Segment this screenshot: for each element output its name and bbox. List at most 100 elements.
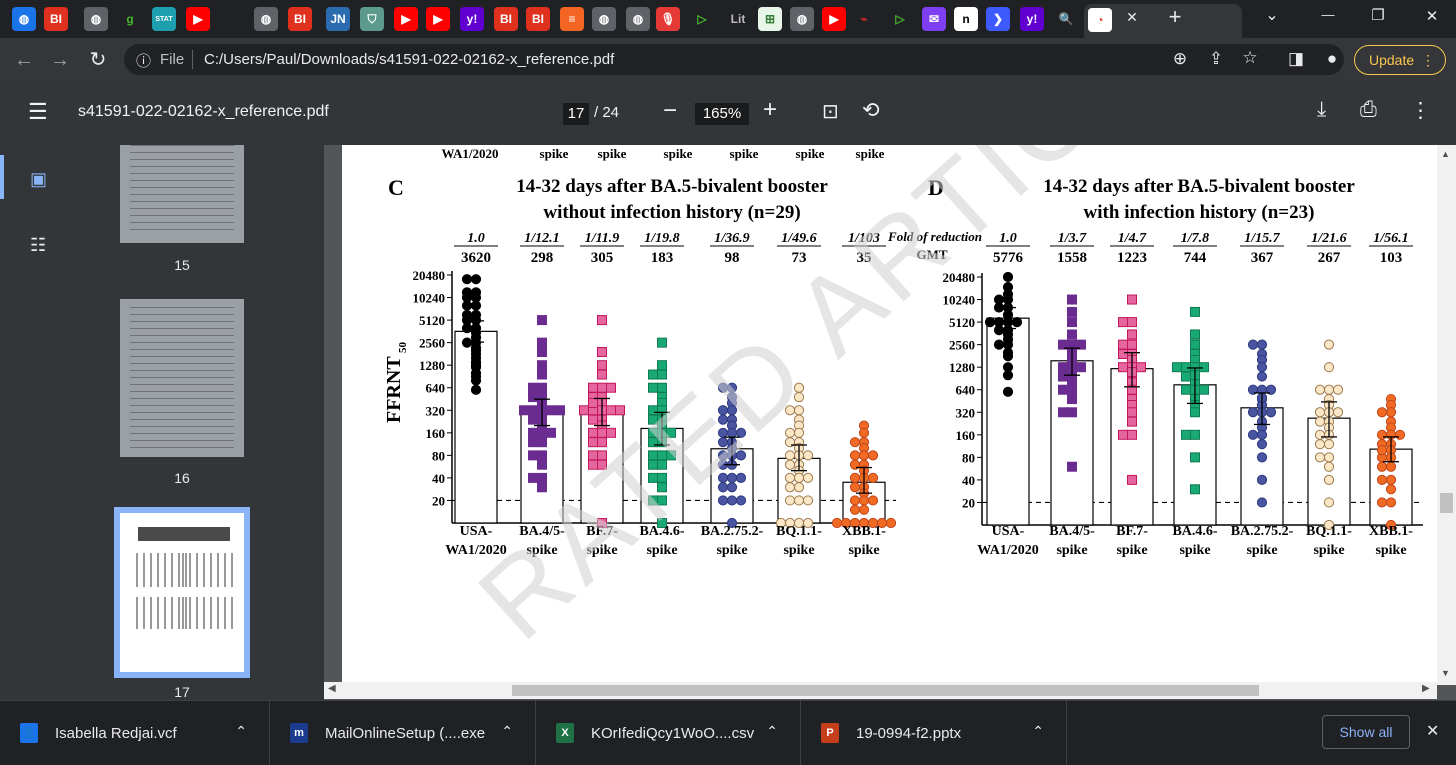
zoom-icon[interactable]: ⊕: [1172, 49, 1188, 68]
hamburger-menu-icon[interactable]: ☰: [28, 99, 48, 124]
scroll-thumb[interactable]: [1440, 493, 1453, 513]
n-icon[interactable]: n: [954, 7, 978, 31]
fold-reduction-label: 1/12.1: [524, 231, 559, 246]
reload-icon[interactable]: ↻: [89, 49, 107, 71]
download-item[interactable]: P 19-0994-f2.pptx ⌃: [801, 701, 1067, 765]
thumbnail-page-16[interactable]: [120, 299, 244, 457]
data-point: [1190, 452, 1200, 463]
y-tick-label: 1280: [419, 358, 445, 373]
bookmark-star-icon[interactable]: ☆: [1242, 48, 1258, 67]
zoom-level-input[interactable]: 165%: [695, 103, 749, 125]
close-window-icon[interactable]: ✕: [1425, 8, 1439, 25]
data-point: [1323, 497, 1335, 508]
forward-icon[interactable]: →: [50, 49, 70, 71]
thumbnail-page-15[interactable]: [120, 145, 244, 243]
globe-icon[interactable]: ◍: [626, 7, 650, 31]
print-icon[interactable]: ⎙: [1360, 98, 1377, 121]
data-point: [1256, 474, 1268, 486]
thumbnails-icon[interactable]: ▣: [30, 169, 48, 189]
info-icon[interactable]: ⓘ: [136, 53, 152, 70]
fit-to-page-icon[interactable]: ⊡: [822, 101, 839, 123]
jn-icon[interactable]: JN: [326, 7, 350, 31]
stat-icon[interactable]: STAT: [152, 7, 176, 31]
data-point: [1385, 484, 1397, 495]
business-insider-icon[interactable]: BI: [494, 7, 518, 31]
new-tab-icon[interactable]: +: [1168, 4, 1182, 29]
chevron-up-icon[interactable]: ⌃: [235, 723, 247, 739]
data-point: [1118, 362, 1128, 373]
bars-icon[interactable]: ≡: [560, 7, 584, 31]
data-point: [1323, 439, 1335, 450]
yahoo-icon[interactable]: y!: [460, 7, 484, 31]
business-insider-icon[interactable]: BI: [44, 7, 68, 31]
mail-icon[interactable]: ✉: [922, 7, 946, 31]
car-icon[interactable]: ⌁: [852, 7, 876, 31]
globe-icon[interactable]: ◍: [790, 7, 814, 31]
chevron-up-icon[interactable]: ⌃: [501, 723, 513, 739]
youtube-icon[interactable]: ▶: [426, 7, 450, 31]
g-icon[interactable]: g: [118, 7, 142, 31]
more-options-icon[interactable]: ⋮: [1410, 99, 1431, 122]
data-point: [1127, 429, 1137, 440]
search-icon[interactable]: 🔍: [1054, 7, 1078, 31]
close-tab-icon[interactable]: ✕: [1126, 9, 1138, 25]
side-panel-icon[interactable]: ◨: [1287, 49, 1305, 68]
shield-icon[interactable]: ⛉: [360, 7, 384, 31]
globe-icon[interactable]: ◍: [592, 7, 616, 31]
youtube-icon[interactable]: ▶: [822, 7, 846, 31]
horizontal-scrollbar[interactable]: ◀ ▶: [324, 682, 1437, 699]
globe-icon[interactable]: ◍: [12, 7, 36, 31]
tab-search-icon[interactable]: ⌄: [1265, 7, 1279, 24]
show-all-button[interactable]: Show all: [1322, 715, 1410, 749]
yahoo-icon[interactable]: y!: [1020, 7, 1044, 31]
data-point: [648, 437, 658, 448]
profile-icon[interactable]: ●: [1326, 49, 1338, 68]
download-item[interactable]: 👤 Isabella Redjai.vcf ⌃: [0, 701, 270, 765]
data-point: [1118, 348, 1128, 359]
category-label: WA1/2020: [977, 543, 1038, 558]
zoom-out-icon[interactable]: −: [663, 97, 678, 124]
close-downloads-icon[interactable]: ✕: [1426, 723, 1440, 740]
thumbnail-page-17-selected[interactable]: [114, 507, 250, 678]
play-icon[interactable]: ▷: [888, 7, 912, 31]
back-icon[interactable]: ←: [14, 49, 34, 71]
globe-icon[interactable]: ◍: [84, 7, 108, 31]
minimize-icon[interactable]: —: [1321, 7, 1335, 22]
data-point: [470, 274, 482, 285]
data-point: [1247, 429, 1259, 440]
rotate-icon[interactable]: ⟲: [862, 99, 880, 122]
youtube-icon[interactable]: ▶: [394, 7, 418, 31]
page-number-input[interactable]: 17: [563, 103, 589, 125]
gmt-label: 1558: [1057, 250, 1087, 266]
update-button[interactable]: Update ⋮: [1354, 45, 1446, 75]
data-point: [1190, 306, 1200, 317]
play-icon[interactable]: ▷: [690, 7, 714, 31]
url-text[interactable]: C:/Users/Paul/Downloads/s41591-022-02162…: [204, 51, 615, 68]
address-bar[interactable]: ⓘ File C:/Users/Paul/Downloads/s41591-02…: [124, 44, 1344, 75]
globe-icon[interactable]: ◍: [254, 7, 278, 31]
business-insider-icon[interactable]: BI: [526, 7, 550, 31]
download-icon[interactable]: ⤓: [1317, 98, 1327, 121]
download-item[interactable]: X KOrIfediQcy1WoO....csv ⌃: [536, 701, 801, 765]
share-icon[interactable]: ⇪: [1208, 49, 1224, 68]
lit-icon[interactable]: Lit: [726, 7, 750, 31]
download-item[interactable]: m MailOnlineSetup (....exe ⌃: [270, 701, 536, 765]
chevron-up-icon[interactable]: ⌃: [1032, 723, 1044, 739]
panel-d: D 14-32 days after BA.5-bivalent booster w…: [887, 175, 1423, 558]
business-insider-icon[interactable]: BI: [288, 7, 312, 31]
arrow-icon[interactable]: ❯: [986, 7, 1010, 31]
zoom-in-icon[interactable]: +: [763, 96, 778, 123]
scroll-thumb[interactable]: [512, 685, 1259, 696]
outline-icon[interactable]: ☷: [30, 235, 47, 255]
grid-icon[interactable]: ⊞: [758, 7, 782, 31]
restore-icon[interactable]: ❐: [1371, 7, 1385, 24]
data-point: [1067, 317, 1077, 328]
data-point: [1247, 339, 1259, 350]
gmt-label: 3620: [461, 250, 491, 266]
vertical-scrollbar[interactable]: ▲ ▼: [1437, 145, 1456, 685]
chevron-up-icon[interactable]: ⌃: [766, 723, 778, 739]
mic-icon[interactable]: 🎙: [656, 7, 680, 31]
data-point: [1127, 416, 1137, 427]
youtube-icon[interactable]: ▶: [186, 7, 210, 31]
y-tick-label: 160: [426, 426, 446, 441]
